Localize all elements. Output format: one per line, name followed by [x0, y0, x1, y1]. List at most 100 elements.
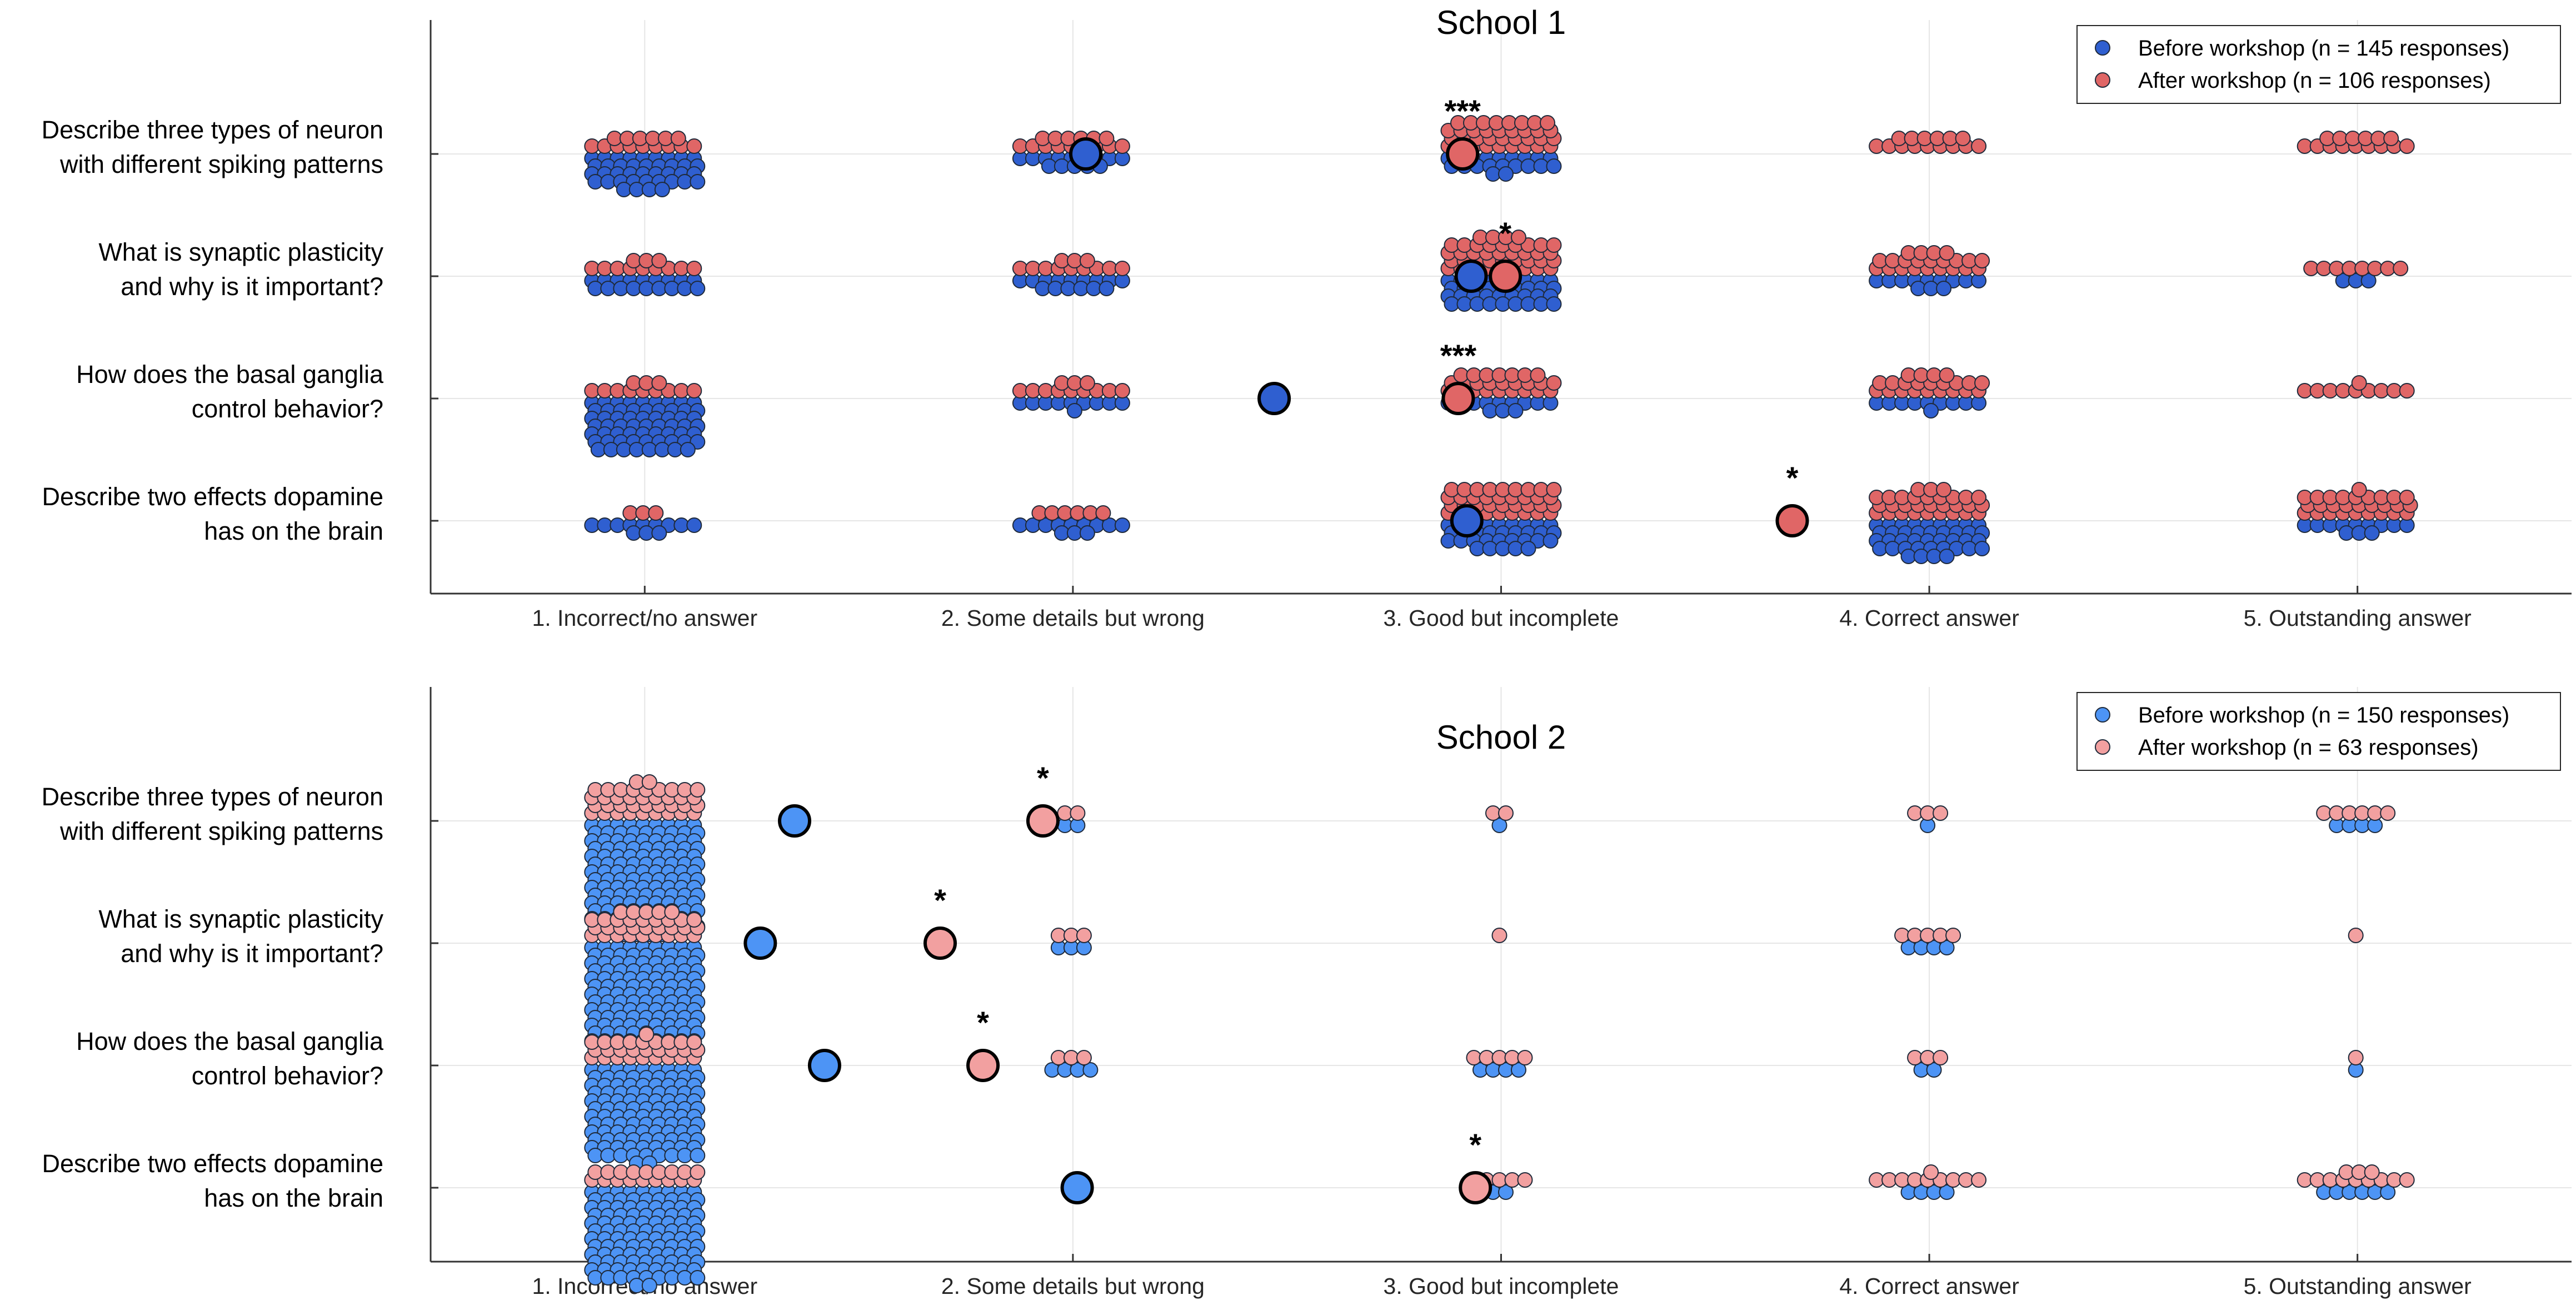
after-workshop-dot — [1939, 367, 1955, 383]
after-workshop-dot — [1491, 928, 1507, 943]
after-workshop-dot — [1974, 253, 1990, 268]
before-mean-marker — [1060, 1171, 1094, 1204]
before-workshop-dot — [1520, 541, 1536, 556]
question-label-line-1: Describe three types of neuron — [42, 116, 383, 144]
after-workshop-dot — [1517, 1050, 1533, 1065]
before-workshop-dot — [1939, 1184, 1955, 1200]
after-workshop-dot — [1540, 115, 1555, 131]
before-workshop-dot — [1939, 549, 1955, 564]
after-mean-marker — [1459, 1171, 1492, 1204]
after-mean-marker — [966, 1049, 1000, 1082]
x-tick-label: 2. Some details but wrong — [941, 605, 1205, 631]
after-mean-marker — [1489, 260, 1522, 293]
panels: 1. Incorrect/no answer 2. Some details bu… — [42, 4, 2572, 1299]
after-workshop-dot — [1546, 482, 1562, 497]
after-workshop-dot — [1971, 138, 1987, 154]
before-mean-marker — [743, 927, 777, 960]
before-workshop-dot — [1099, 281, 1115, 296]
after-workshop-dot — [651, 375, 667, 391]
after-workshop-dot — [1971, 490, 1987, 505]
after-workshop-dot — [690, 782, 706, 798]
before-workshop-dot — [690, 1148, 706, 1163]
after-workshop-dot — [2351, 482, 2367, 497]
after-workshop-dot — [1114, 261, 1130, 276]
after-workshop-dot — [2383, 131, 2399, 146]
after-workshop-dot — [1546, 237, 1562, 253]
before-workshop-dot — [2380, 1184, 2396, 1200]
x-tick-label: 3. Good but incomplete — [1384, 1273, 1619, 1299]
after-workshop-dot — [2399, 1172, 2415, 1188]
question-label-line-1: Describe two effects dopamine — [42, 482, 384, 511]
after-workshop-dot — [1971, 1172, 1987, 1188]
after-workshop-dot — [2393, 261, 2409, 276]
after-workshop-dot — [2399, 383, 2415, 399]
before-mean-marker — [1069, 137, 1103, 171]
after-mean-marker — [1026, 804, 1060, 838]
question-label-line-2: with different spiking patterns — [59, 150, 383, 178]
before-workshop-dot — [654, 182, 670, 197]
after-workshop-dot — [686, 261, 702, 276]
after-workshop-dot — [2351, 375, 2367, 391]
before-workshop-dot — [641, 1278, 657, 1293]
after-mean-marker — [1775, 504, 1809, 537]
after-workshop-dot — [1511, 230, 1526, 245]
significance-stars: * — [1037, 760, 1049, 795]
after-mean-marker — [1441, 382, 1475, 415]
question-label-line-2: control behavior? — [192, 395, 383, 423]
after-workshop-dot — [686, 912, 702, 928]
chart-title: School 2 — [1436, 719, 1566, 756]
after-workshop-dot — [670, 131, 686, 146]
after-workshop-dot — [1974, 375, 1990, 391]
significance-stars: * — [977, 1005, 989, 1040]
legend-label: After workshop (n = 63 responses) — [2138, 735, 2479, 760]
after-workshop-dot — [1076, 1050, 1092, 1065]
legend-label: Before workshop (n = 145 responses) — [2138, 36, 2509, 61]
chart-panel-1: 1. Incorrect/no answer 2. Some details bu… — [42, 4, 2572, 631]
after-workshop-dot — [2348, 1050, 2364, 1065]
after-workshop-dot — [1936, 482, 1952, 497]
before-workshop-dot — [1542, 533, 1559, 549]
before-workshop-dot — [686, 517, 702, 533]
after-workshop-dot — [1099, 131, 1115, 146]
after-workshop-dot — [1933, 1050, 1949, 1065]
after-workshop-dot — [686, 383, 702, 399]
before-mean-marker — [1450, 504, 1484, 537]
after-workshop-dot — [1498, 805, 1514, 821]
question-label-line-1: Describe three types of neuron — [42, 783, 383, 811]
before-workshop-dot — [2360, 273, 2377, 288]
after-workshop-dot — [641, 774, 657, 790]
legend: Before workshop (n = 150 responses) After… — [2076, 692, 2561, 771]
before-mean-marker — [778, 804, 812, 838]
before-workshop-dot — [1974, 541, 1990, 556]
after-workshop-dot — [1079, 253, 1095, 268]
after-workshop-dot — [2399, 490, 2415, 505]
before-mean-marker — [1257, 382, 1291, 415]
x-tick-label: 4. Correct answer — [1839, 605, 2019, 631]
before-mean-marker — [1454, 260, 1488, 293]
question-label-line-1: What is synaptic plasticity — [98, 905, 383, 933]
question-label-line-2: control behavior? — [192, 1062, 383, 1090]
question-label-line-2: with different spiking patterns — [59, 817, 383, 845]
before-workshop-dot — [1066, 403, 1082, 419]
significance-stars: *** — [1444, 93, 1481, 128]
before-workshop-dot — [690, 281, 706, 296]
significance-stars: * — [934, 883, 946, 918]
after-workshop-dot — [1923, 1164, 1939, 1180]
before-workshop-dot — [690, 174, 706, 190]
legend-box — [2076, 25, 2561, 104]
after-workshop-dot — [1095, 505, 1111, 521]
legend: Before workshop (n = 145 responses) After… — [2076, 25, 2561, 104]
after-mean-marker — [923, 927, 957, 960]
before-workshop-dot — [680, 442, 696, 457]
before-workshop-dot — [1546, 158, 1562, 174]
after-workshop-dot — [2364, 1164, 2380, 1180]
before-workshop-dot — [2364, 525, 2380, 541]
significance-stars: * — [1786, 460, 1799, 495]
x-tick-label: 4. Correct answer — [1839, 1273, 2019, 1299]
question-label-line-1: What is synaptic plasticity — [98, 238, 383, 266]
significance-stars: * — [1469, 1127, 1481, 1162]
before-workshop-dot — [1082, 1062, 1099, 1078]
after-workshop-dot — [2348, 928, 2364, 943]
